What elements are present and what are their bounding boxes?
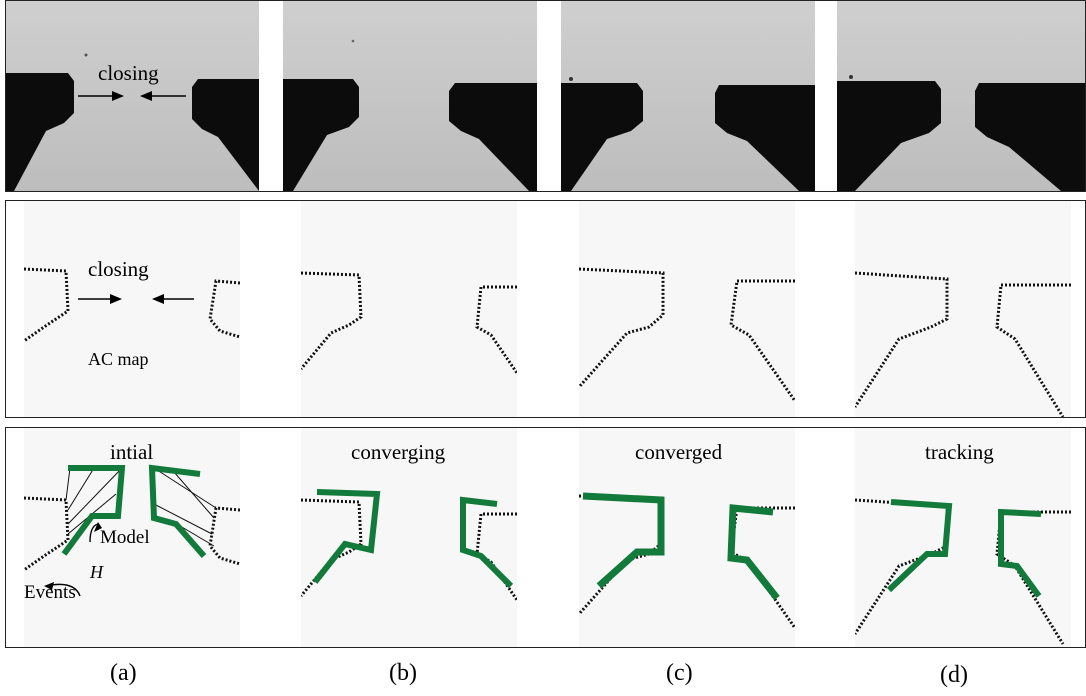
model-panel-c: converged	[579, 428, 795, 647]
model-panel-d: tracking	[855, 428, 1071, 647]
photo-panel-d	[837, 1, 1085, 191]
model-fit-a	[24, 464, 240, 597]
model-panel-b: converging	[301, 428, 517, 647]
caption-c: (c)	[666, 660, 693, 686]
acmap-panel-d	[855, 201, 1071, 417]
photo-panel-c	[561, 1, 815, 191]
model-panel-a: intial Model H Events	[24, 428, 240, 647]
model-fit-b	[301, 489, 517, 601]
photo-gap-1	[259, 1, 283, 191]
acmap-panel-b	[301, 201, 517, 417]
caption-d: (d)	[940, 662, 968, 688]
stage-label-c: converged	[635, 440, 723, 464]
stage-label-a: intial	[110, 440, 154, 464]
ac-map-label: AC map	[88, 349, 149, 369]
stage-label-b: converging	[351, 440, 446, 464]
gripper-photo-c	[561, 77, 815, 191]
edge-events-a	[24, 267, 240, 343]
closing-label-photo: closing	[98, 61, 159, 85]
edge-events-c	[579, 267, 795, 402]
photo-gap-2	[537, 1, 561, 191]
gripper-photo-d	[837, 75, 1085, 191]
closing-arrows-photo	[78, 91, 186, 101]
acmap-panel-a: closing AC map	[24, 201, 240, 417]
model-fit-d	[855, 498, 1071, 645]
model-fit-c	[579, 492, 795, 629]
caption-a: (a)	[110, 660, 137, 686]
closing-label-map: closing	[88, 257, 149, 281]
photo-panel-a: closing	[6, 1, 259, 191]
model-label: Model	[100, 527, 150, 548]
edge-events-b	[301, 271, 517, 374]
closing-arrows-map	[78, 294, 194, 304]
stage-label-d: tracking	[925, 440, 994, 464]
gripper-photo-a	[6, 53, 259, 191]
events-label: Events	[24, 582, 76, 603]
photo-panel-b	[283, 1, 537, 191]
gripper-photo-b	[283, 39, 537, 191]
h-label: H	[90, 562, 103, 582]
photo-gap-3	[815, 1, 837, 191]
caption-b: (b)	[389, 660, 417, 686]
edge-events-d	[855, 271, 1071, 417]
acmap-panel-c	[579, 201, 795, 417]
